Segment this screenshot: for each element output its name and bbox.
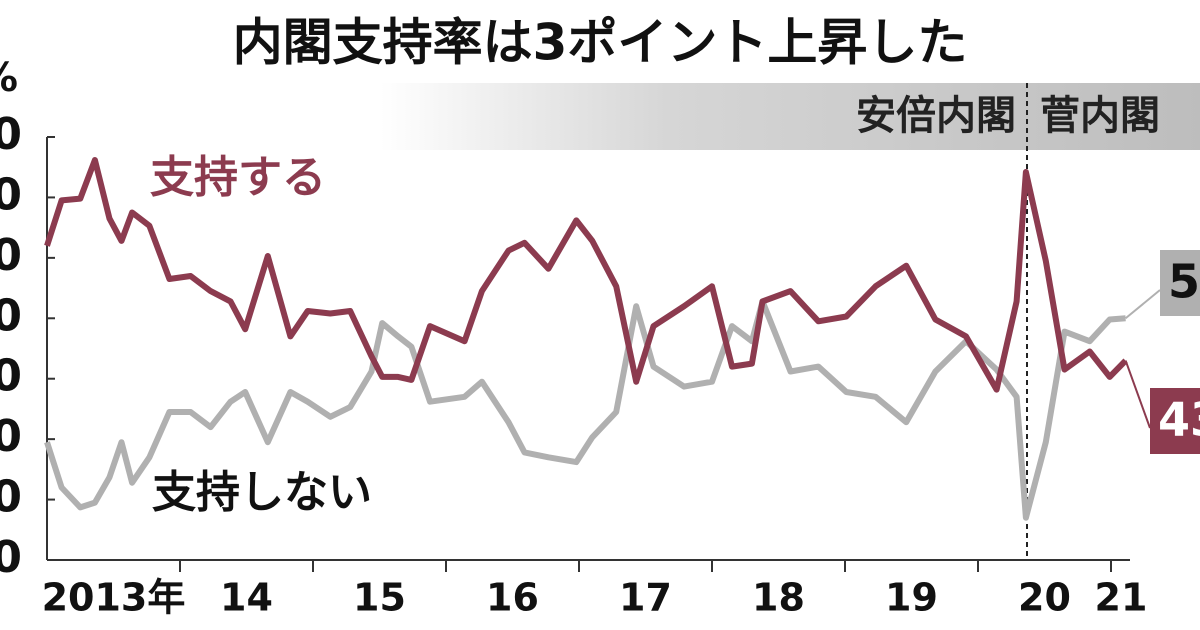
y-tick-label: 80 xyxy=(0,109,22,160)
legend-label: 支持しない xyxy=(152,467,372,518)
x-tick-label: 15 xyxy=(353,576,406,620)
x-tick-label: 20 xyxy=(1018,576,1071,620)
x-tick-label: 14 xyxy=(220,576,273,620)
y-tick-label: 40 xyxy=(0,351,22,402)
end-connector xyxy=(1124,360,1151,429)
x-tick-label: 2013年 xyxy=(42,576,186,620)
y-tick-label: 50 xyxy=(0,290,22,341)
x-tick-label: 16 xyxy=(486,576,539,620)
chart-title: 内閣支持率は3ポイント上昇した xyxy=(233,14,968,72)
end-label: 50 xyxy=(1168,255,1200,309)
end-label: 43 xyxy=(1158,393,1200,447)
period-label: 菅内閣 xyxy=(1040,93,1160,139)
y-tick-label: 30 xyxy=(0,411,22,462)
end-label-box xyxy=(1150,388,1200,454)
end-label-box xyxy=(1160,250,1200,316)
period-band xyxy=(380,83,1200,150)
end-connector xyxy=(1124,289,1161,320)
y-tick-label: 10 xyxy=(0,532,22,583)
series-line xyxy=(44,157,1128,393)
x-tick-label: 19 xyxy=(885,576,938,620)
series-line xyxy=(44,298,1126,521)
y-tick-label: 60 xyxy=(0,230,22,281)
x-tick-label: 18 xyxy=(752,576,805,620)
x-tick-label: 21 xyxy=(1095,576,1148,620)
x-tick-label: 17 xyxy=(619,576,672,620)
y-tick-label: 70 xyxy=(0,169,22,220)
legend-label: 支持する xyxy=(150,152,326,203)
period-label: 安倍内閣 xyxy=(856,93,1016,139)
y-tick-label: 20 xyxy=(0,472,22,523)
y-unit: % xyxy=(0,55,18,101)
